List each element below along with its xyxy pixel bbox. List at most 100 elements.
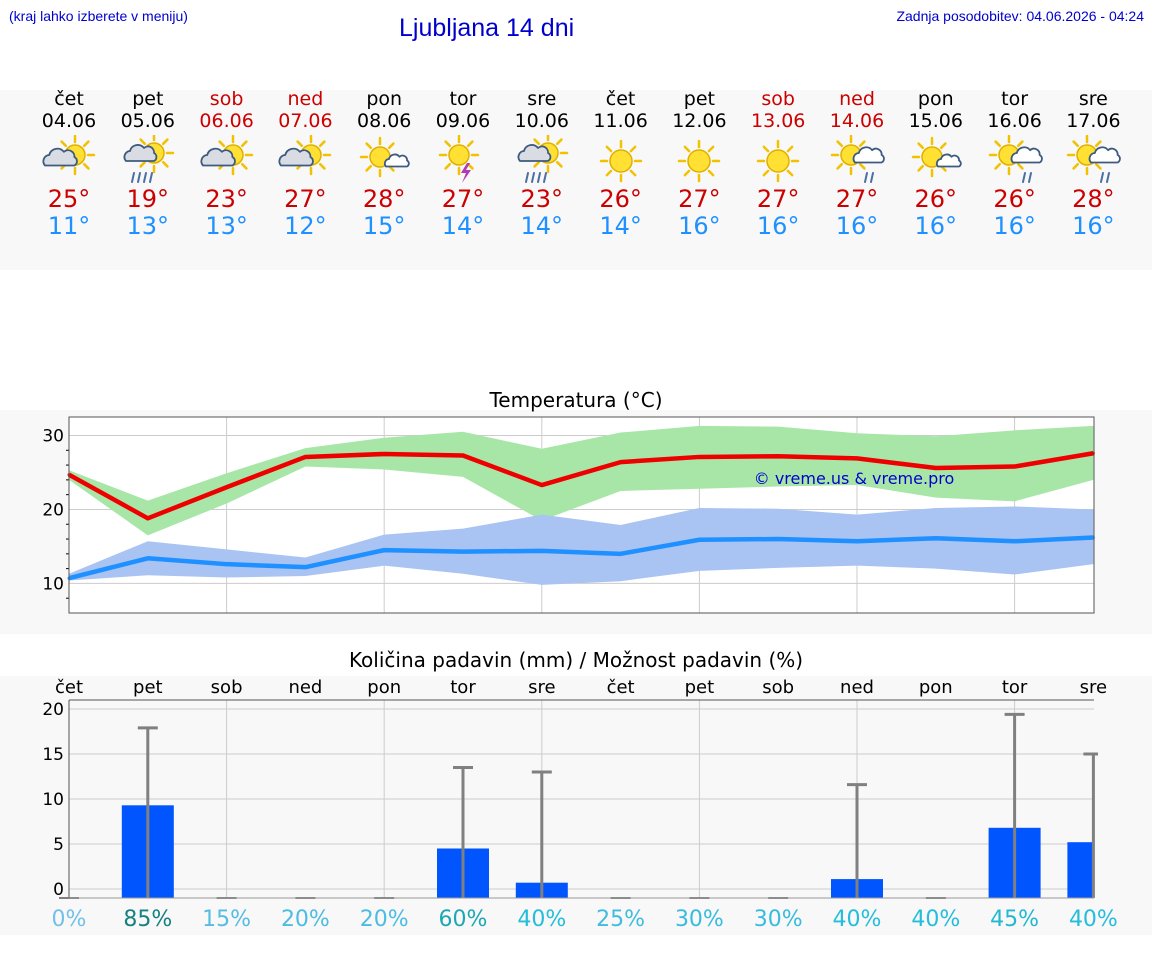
day-date: 13.06 xyxy=(750,110,806,132)
day-forecast: ned 07.06 27° 12° xyxy=(266,88,344,240)
x-day-label: čet xyxy=(607,677,635,698)
day-date: 16.06 xyxy=(987,110,1042,132)
day-forecast: pet 12.06 27° 16° xyxy=(660,88,738,240)
y-tick-label: 0 xyxy=(53,880,64,900)
day-date: 08.06 xyxy=(356,110,412,132)
max-temperature-point xyxy=(855,456,859,460)
sun-cloud-rain-icon xyxy=(517,135,569,183)
max-temperature-line xyxy=(67,451,1094,521)
day-name: sre xyxy=(1078,88,1108,110)
precipitation-probability-label: 40% xyxy=(517,907,566,932)
precipitation-probability-label: 40% xyxy=(833,907,882,932)
day-forecast: pet 05.06 19° 13° xyxy=(109,88,187,240)
min-temperature: 15° xyxy=(362,212,406,240)
precipitation-probability-label: 0% xyxy=(52,907,87,932)
y-tick-label: 15 xyxy=(42,745,64,765)
day-date: 06.06 xyxy=(199,110,254,132)
sun-thunder-icon xyxy=(438,135,480,183)
x-day-label: pet xyxy=(133,677,163,698)
day-name: sre xyxy=(527,88,557,110)
temperature-chart: 10 20 30 © vreme.us & vreme.pro xyxy=(42,416,1095,614)
max-temperature: 27° xyxy=(678,185,721,213)
day-name: ned xyxy=(287,88,324,110)
day-forecast: tor 16.06 26° 16° xyxy=(976,88,1054,240)
max-temperature: 23° xyxy=(205,185,248,213)
precipitation-chart-title: Količina padavin (mm) / Možnost padavin … xyxy=(348,648,804,672)
max-temperature: 25° xyxy=(47,185,91,213)
day-forecast: sre 17.06 28° 16° xyxy=(1054,88,1132,240)
precipitation-probability-label: 30% xyxy=(754,907,803,932)
day-forecast: sob 13.06 27° 16° xyxy=(739,88,817,240)
day-forecast: čet 11.06 26° 14° xyxy=(582,88,660,240)
sun-icon xyxy=(756,139,800,183)
precipitation-probability-label: 40% xyxy=(1069,907,1118,932)
max-temperature-point xyxy=(382,452,386,456)
min-temperature: 14° xyxy=(520,212,564,240)
max-temperature: 27° xyxy=(835,185,879,213)
day-date: 17.06 xyxy=(1066,110,1121,132)
y-tick-label: 10 xyxy=(42,790,64,810)
min-temperature-point xyxy=(855,539,859,543)
max-temperature: 23° xyxy=(520,185,564,213)
precipitation-probability-label: 15% xyxy=(202,907,251,932)
day-name: pon xyxy=(917,88,954,110)
sun-small-cloud-icon xyxy=(911,136,962,178)
min-temperature: 16° xyxy=(993,212,1036,240)
y-tick-label: 30 xyxy=(42,426,64,446)
y-tick-label: 20 xyxy=(42,500,64,520)
x-day-label: sob xyxy=(762,677,794,698)
day-date: 05.06 xyxy=(120,110,175,132)
partly-cloudy-icon xyxy=(42,135,96,176)
day-name: pet xyxy=(132,88,164,110)
day-date: 07.06 xyxy=(278,110,333,132)
day-forecast: pon 08.06 28° 15° xyxy=(345,88,423,240)
max-temperature-point xyxy=(146,516,150,520)
day-date: 04.06 xyxy=(41,110,97,132)
y-tick-label: 5 xyxy=(53,835,64,855)
day-forecast: tor 09.06 27° 14° xyxy=(424,88,502,240)
day-forecast: čet 04.06 25° 11° xyxy=(30,88,108,240)
last-updated: Zadnja posodobitev: 04.06.2026 - 04:24 xyxy=(896,8,1144,24)
sun-icon xyxy=(678,139,721,183)
min-temperature-point xyxy=(540,549,544,553)
x-day-label: pet xyxy=(685,677,715,698)
max-temperature: 19° xyxy=(126,185,170,213)
day-name: ned xyxy=(839,88,875,110)
min-temperature-point xyxy=(934,536,938,540)
x-day-label: tor xyxy=(450,677,476,698)
min-temperature: 16° xyxy=(1072,212,1115,240)
day-date: 10.06 xyxy=(514,110,569,132)
precipitation-probability-label: 20% xyxy=(281,907,330,932)
day-name: sob xyxy=(209,88,244,110)
partly-cloudy-icon xyxy=(278,135,332,176)
page-title: Ljubljana 14 dni xyxy=(399,14,575,42)
day-date: 12.06 xyxy=(672,110,727,132)
location-menu-hint[interactable]: (kraj lahko izberete v meniju) xyxy=(9,8,188,24)
day-forecast: pon 15.06 26° 16° xyxy=(897,88,975,240)
day-name: sob xyxy=(761,88,795,110)
day-forecast: sob 06.06 23° 13° xyxy=(188,88,266,240)
x-day-label: pon xyxy=(919,677,953,698)
min-temperature-point xyxy=(303,565,307,569)
sun-cloud-showers-icon xyxy=(1067,135,1122,183)
day-date: 14.06 xyxy=(829,110,885,132)
day-forecast: ned 14.06 27° 16° xyxy=(818,88,896,240)
precipitation-probability-label: 45% xyxy=(990,907,1039,932)
max-temperature: 26° xyxy=(993,185,1036,213)
day-forecast: sre 10.06 23° 14° xyxy=(503,88,581,240)
sun-cloud-showers-icon xyxy=(988,135,1043,183)
sun-small-cloud-icon xyxy=(359,136,410,178)
day-name: tor xyxy=(1001,88,1029,110)
x-day-label: sob xyxy=(211,677,243,698)
day-name: tor xyxy=(449,88,477,110)
day-date: 11.06 xyxy=(593,110,648,132)
x-day-label: pon xyxy=(367,677,401,698)
watermark-text: © vreme.us & vreme.pro xyxy=(754,469,955,488)
max-temperature-point xyxy=(1013,465,1017,469)
precipitation-chart: čet pet sob ned pon tor sre čet pet sob ned pon tor s… xyxy=(42,677,1118,932)
max-temperature: 28° xyxy=(362,185,406,213)
max-temperature-point xyxy=(697,455,701,459)
max-temperature-range-band xyxy=(69,425,1094,536)
max-temperature-point xyxy=(619,460,623,464)
max-temperature-point xyxy=(540,483,544,487)
